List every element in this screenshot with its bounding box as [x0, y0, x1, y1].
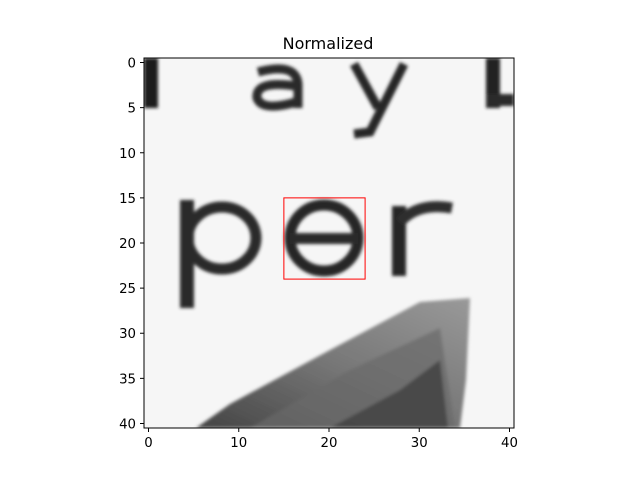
y-tick-label: 30: [119, 327, 136, 342]
y-tick-label: 10: [119, 147, 136, 162]
y-tick-label: 25: [119, 282, 136, 297]
image-text-top-row: [144, 58, 514, 139]
x-tick-label: 10: [230, 436, 247, 451]
y-tick-label: 0: [128, 57, 136, 72]
y-tick-label: 40: [119, 417, 136, 432]
image-plot-area: [144, 58, 514, 428]
y-tick-label: 35: [119, 372, 136, 387]
x-tick-label: 20: [321, 436, 338, 451]
x-axis: 0 10 20 30 40: [144, 428, 518, 451]
image-diagonal-shape: [196, 298, 470, 428]
chart-title: Normalized: [283, 34, 374, 53]
y-tick-label: 15: [119, 192, 136, 207]
y-tick-label: 20: [119, 237, 136, 252]
x-tick-label: 30: [411, 436, 428, 451]
x-tick-label: 0: [144, 436, 152, 451]
y-axis: 0 5 10 15 20 25 30 35 40: [119, 57, 144, 432]
x-tick-label: 40: [501, 436, 518, 451]
y-tick-label: 5: [128, 102, 136, 117]
image-text-per: [180, 199, 453, 308]
highlight-box: [283, 197, 366, 280]
